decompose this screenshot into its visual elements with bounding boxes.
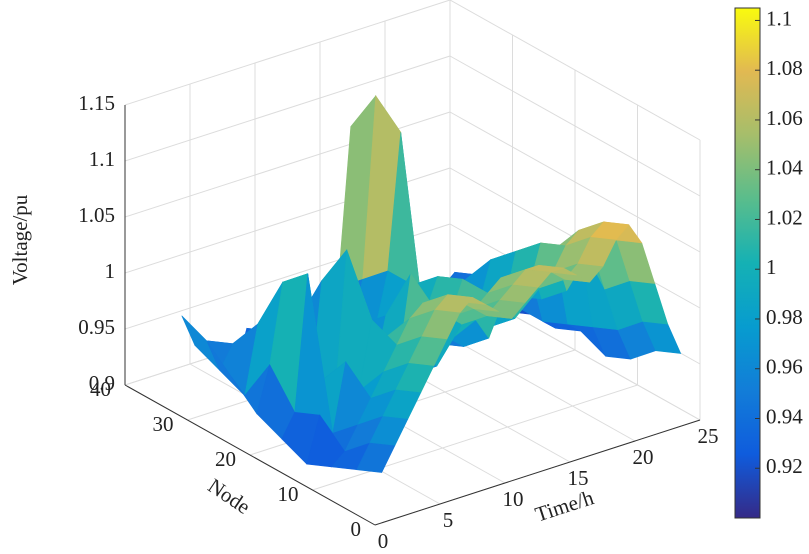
z-tick-label: 1	[105, 259, 116, 283]
grid-line	[124, 0, 451, 106]
x-tick-label: 20	[633, 445, 654, 469]
x-tick-label: 10	[503, 487, 524, 511]
surface	[181, 94, 682, 473]
colorbar-tick-label: 1	[766, 255, 777, 279]
colorbar-tick-label: 1.06	[766, 106, 803, 130]
y-tick-label: 10	[278, 482, 299, 506]
colorbar	[734, 7, 761, 519]
colorbar-tick-label: 0.98	[766, 305, 803, 329]
grid-line	[312, 384, 638, 491]
y-tick-label: 20	[215, 447, 236, 471]
y-tick-label: 0	[351, 517, 362, 541]
x-axis	[374, 419, 701, 526]
x-tick-label: 0	[378, 529, 389, 553]
z-tick-label: 1.05	[78, 203, 115, 227]
colorbar-tick-label: 1.02	[766, 205, 803, 229]
y-axis-label: Node	[204, 474, 255, 519]
z-tick-label: 1.15	[78, 91, 115, 115]
colorbar-tick-label: 0.96	[766, 355, 803, 379]
z-tick-label: 1.1	[89, 147, 115, 171]
colorbar-tick-label: 1.04	[766, 156, 803, 180]
x-tick-label: 5	[443, 508, 454, 532]
colorbar-tick-label: 0.92	[766, 454, 803, 478]
grid-line	[124, 55, 451, 162]
x-axis-label: Time/h	[532, 485, 597, 526]
x-tick-label: 25	[698, 424, 719, 448]
y-tick-label: 30	[153, 412, 174, 436]
colorbar-tick-label: 1.08	[766, 56, 803, 80]
colorbar-tick-label: 0.94	[766, 404, 803, 428]
z-tick-label: 0.9	[89, 371, 115, 395]
grid-line	[449, 111, 701, 253]
y-axis	[124, 384, 376, 526]
grid-line	[449, 55, 701, 197]
x-tick-label: 15	[568, 466, 589, 490]
surface-cell	[356, 442, 396, 473]
y-tick-label: 40	[90, 377, 111, 401]
colorbar-tick-label: 1.1	[766, 6, 792, 30]
z-tick-label: 0.95	[78, 315, 115, 339]
z-axis-label: Voltage/pu	[8, 194, 32, 285]
grid-line	[449, 0, 701, 141]
labels: 0 5 10 15 20 25 0 10 20 30 400.9 0.95 1 1.05 1.1 1.15	[78, 91, 718, 553]
